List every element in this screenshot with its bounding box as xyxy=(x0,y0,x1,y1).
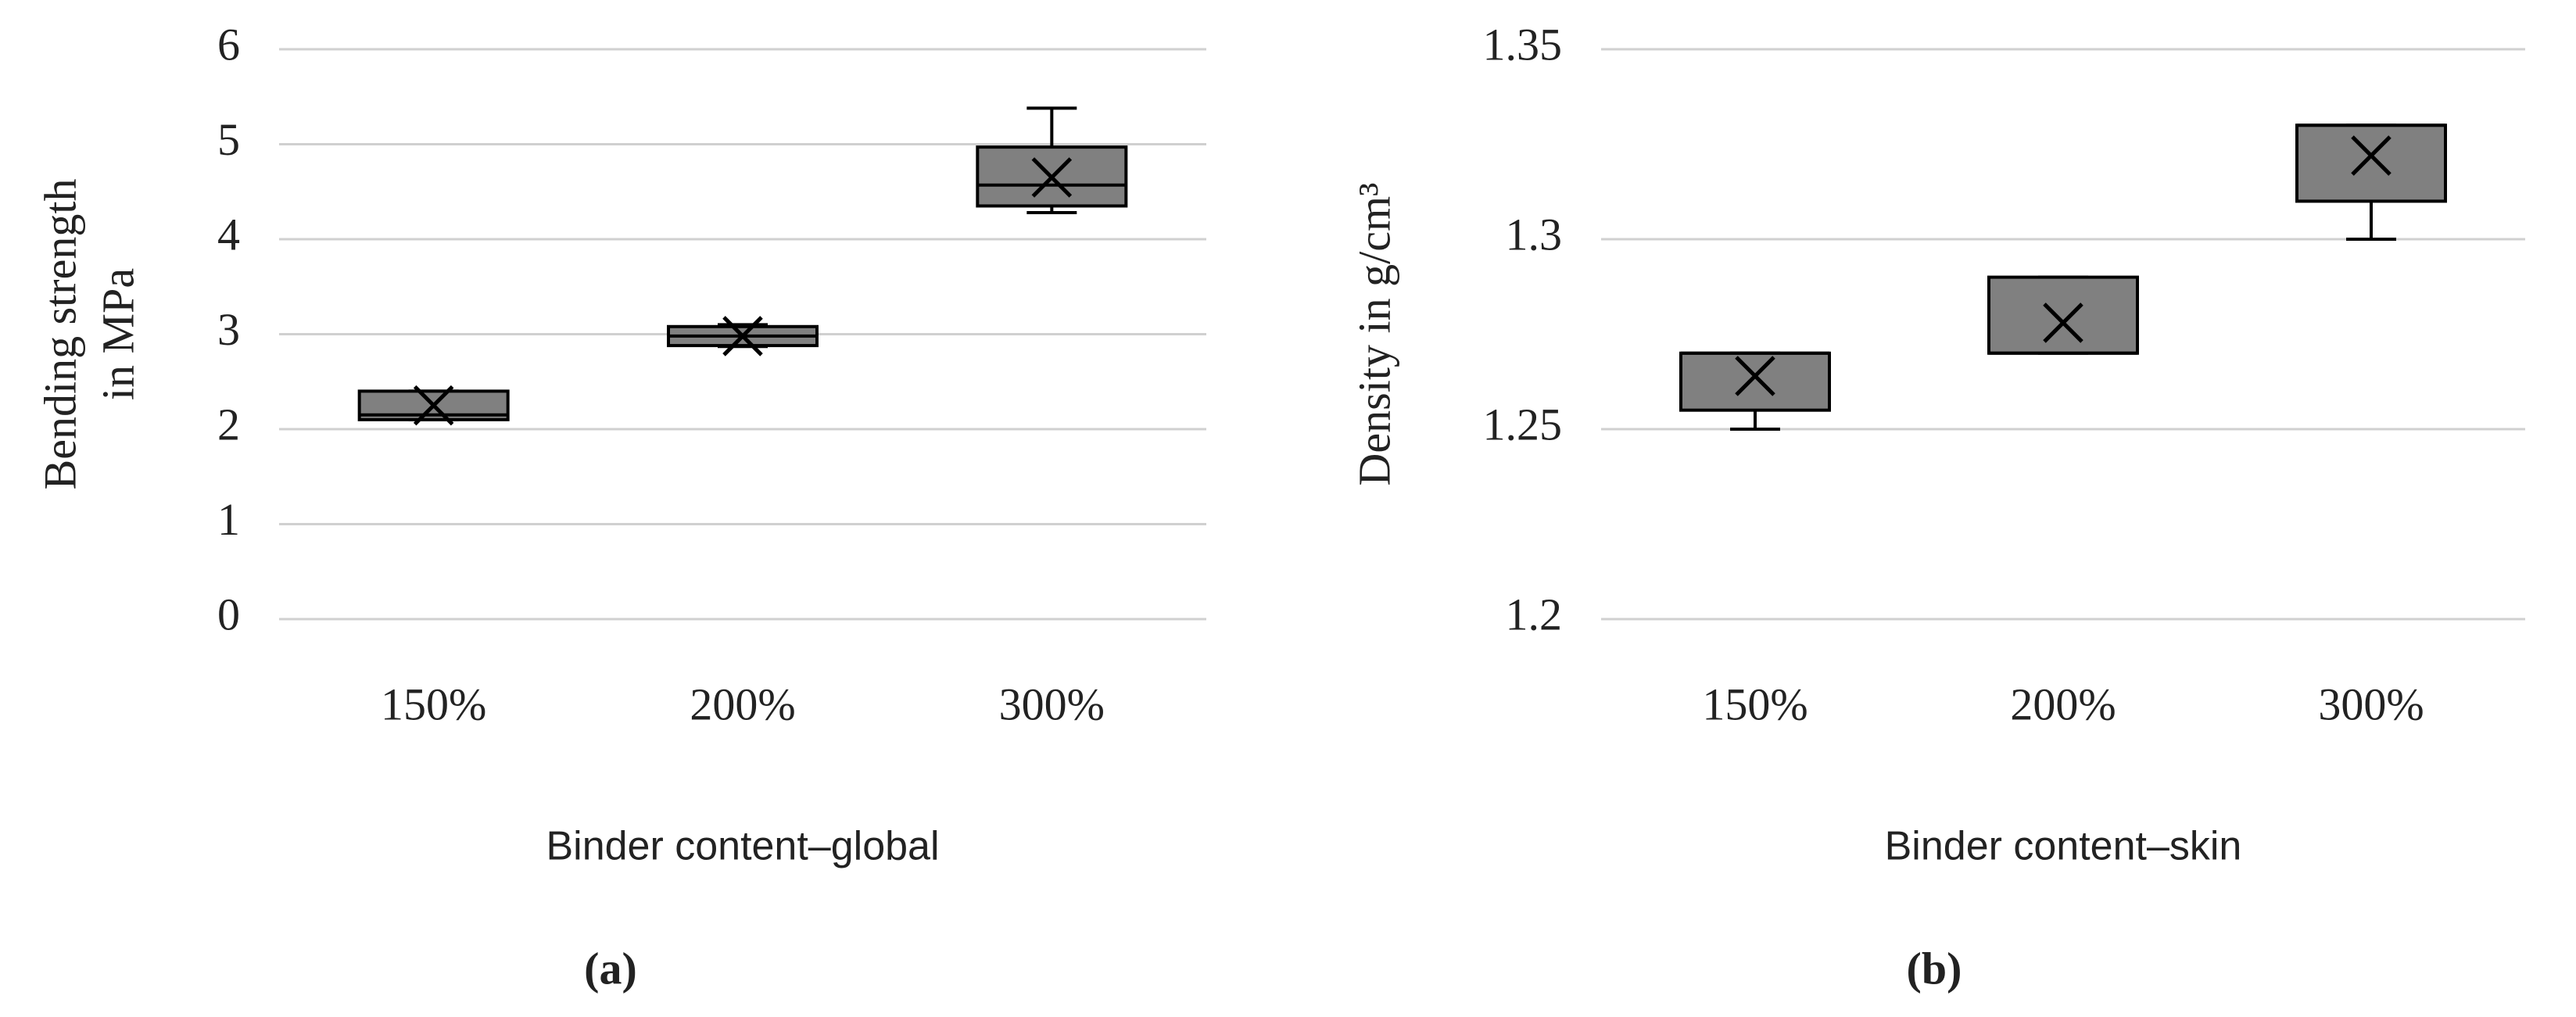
panel-label: (b) xyxy=(1907,943,1962,994)
y-tick-label: 3 xyxy=(217,304,240,355)
x-tick-label: 200% xyxy=(690,679,795,729)
panel-label: (a) xyxy=(584,943,637,994)
mean-marker xyxy=(722,316,763,356)
mean-marker xyxy=(1735,356,1775,396)
mean-marker xyxy=(1031,157,1073,198)
box xyxy=(2295,124,2447,203)
y-tick-label: 1.3 xyxy=(1506,209,1563,260)
x-axis-label: Binder content–skin xyxy=(1885,824,2242,869)
x-tick-label: 150% xyxy=(1702,679,1807,729)
y-axis-label: Density in g/cm³ xyxy=(1349,183,1399,486)
x-tick-label: 300% xyxy=(999,679,1105,729)
y-axis-label: Bending strength xyxy=(34,179,85,490)
y-tick-label: 0 xyxy=(217,589,240,639)
mean-marker xyxy=(2043,303,2083,343)
y-tick-label: 4 xyxy=(217,209,240,260)
y-tick-label: 2 xyxy=(217,399,240,449)
box xyxy=(1679,351,1831,412)
y-axis-label: in MPa xyxy=(92,268,143,400)
y-tick-label: 1.25 xyxy=(1483,399,1563,449)
box xyxy=(1987,275,2139,355)
mean-marker xyxy=(2351,135,2391,176)
x-tick-label: 150% xyxy=(381,679,486,729)
mean-marker xyxy=(413,385,454,426)
x-axis-label: Binder content–global xyxy=(546,824,939,869)
x-tick-label: 300% xyxy=(2318,679,2424,729)
x-tick-label: 200% xyxy=(2010,679,2116,729)
y-tick-label: 1 xyxy=(217,494,240,545)
y-tick-label: 6 xyxy=(217,19,240,70)
y-tick-label: 1.2 xyxy=(1506,589,1563,639)
y-tick-label: 5 xyxy=(217,114,240,165)
y-tick-label: 1.35 xyxy=(1483,19,1563,70)
